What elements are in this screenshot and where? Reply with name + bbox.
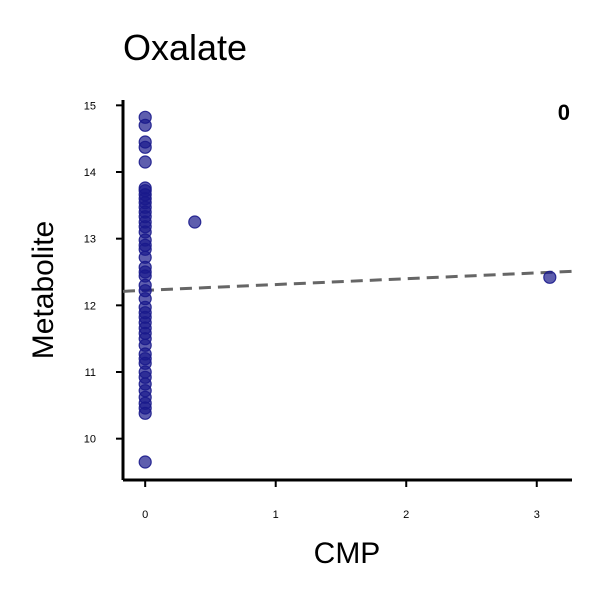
scatter-point <box>138 406 152 420</box>
y-tick-label: 10 <box>84 434 96 446</box>
chart-title: Oxalate <box>123 27 247 68</box>
scatter-point <box>138 118 152 132</box>
scatter-point <box>138 455 152 469</box>
y-tick-label: 12 <box>84 300 96 312</box>
scatter-point <box>138 155 152 169</box>
scatter-point <box>188 215 202 229</box>
x-tick-label: 2 <box>403 509 409 521</box>
scatter-point <box>543 270 557 284</box>
trendline <box>122 269 573 293</box>
y-tick-label: 11 <box>85 367 96 379</box>
x-axis-label: CMP <box>314 537 381 570</box>
y-tick-label: 14 <box>84 167 96 179</box>
x-tick-label: 0 <box>142 509 148 521</box>
scatter-point <box>138 140 152 154</box>
y-tick-label: 15 <box>84 100 96 112</box>
trendline-layer <box>122 269 573 293</box>
x-tick-label: 3 <box>534 509 540 521</box>
points-layer <box>138 110 557 469</box>
y-tick-label: 13 <box>84 234 96 246</box>
y-axis-label: Metabolite <box>27 221 60 359</box>
panel-annotation: 0 <box>558 100 570 125</box>
x-tick-label: 1 <box>273 509 279 521</box>
